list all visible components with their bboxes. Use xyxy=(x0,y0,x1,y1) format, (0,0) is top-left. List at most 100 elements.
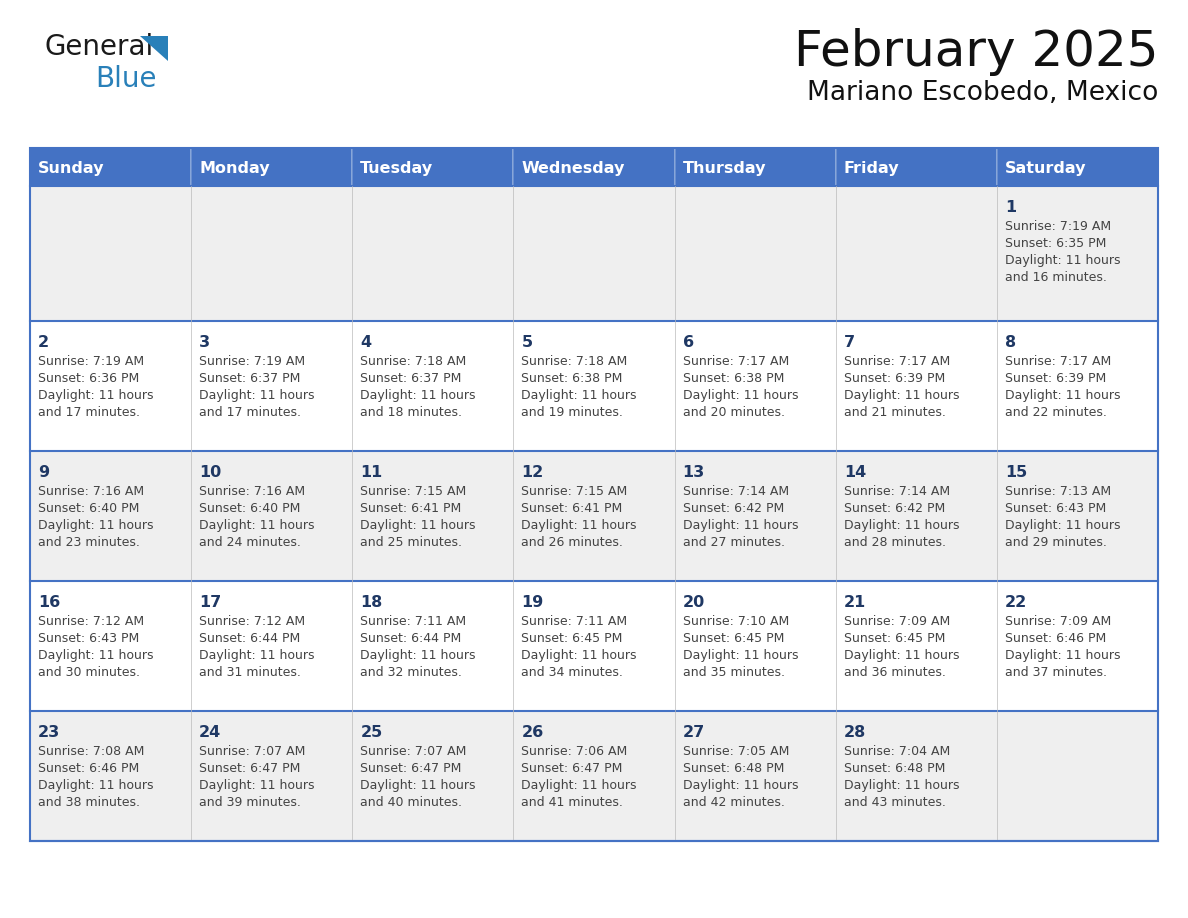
Text: and 39 minutes.: and 39 minutes. xyxy=(200,796,301,809)
Text: and 24 minutes.: and 24 minutes. xyxy=(200,536,301,549)
Bar xyxy=(675,581,835,711)
Text: Daylight: 11 hours: Daylight: 11 hours xyxy=(200,389,315,402)
Text: Sunset: 6:43 PM: Sunset: 6:43 PM xyxy=(38,632,139,645)
Text: 6: 6 xyxy=(683,335,694,350)
Text: and 27 minutes.: and 27 minutes. xyxy=(683,536,784,549)
Text: Sunset: 6:47 PM: Sunset: 6:47 PM xyxy=(522,762,623,775)
Text: and 17 minutes.: and 17 minutes. xyxy=(200,406,301,419)
Text: 9: 9 xyxy=(38,465,49,480)
Text: Sunrise: 7:19 AM: Sunrise: 7:19 AM xyxy=(38,355,144,368)
Text: Sunrise: 7:13 AM: Sunrise: 7:13 AM xyxy=(1005,485,1111,498)
Text: 17: 17 xyxy=(200,595,221,610)
Text: and 21 minutes.: and 21 minutes. xyxy=(843,406,946,419)
Text: Sunset: 6:40 PM: Sunset: 6:40 PM xyxy=(38,502,139,515)
Polygon shape xyxy=(140,36,168,61)
Text: 28: 28 xyxy=(843,725,866,740)
Text: Daylight: 11 hours: Daylight: 11 hours xyxy=(1005,649,1120,662)
Text: Sunrise: 7:18 AM: Sunrise: 7:18 AM xyxy=(360,355,467,368)
Bar xyxy=(835,148,997,186)
Text: Daylight: 11 hours: Daylight: 11 hours xyxy=(1005,389,1120,402)
Text: and 38 minutes.: and 38 minutes. xyxy=(38,796,140,809)
Text: Sunrise: 7:15 AM: Sunrise: 7:15 AM xyxy=(522,485,627,498)
Bar xyxy=(513,148,675,186)
Text: Daylight: 11 hours: Daylight: 11 hours xyxy=(1005,519,1120,532)
Text: 7: 7 xyxy=(843,335,855,350)
Text: General: General xyxy=(45,33,154,61)
Text: Sunset: 6:39 PM: Sunset: 6:39 PM xyxy=(1005,372,1106,385)
Text: Sunrise: 7:17 AM: Sunrise: 7:17 AM xyxy=(1005,355,1111,368)
Text: Sunday: Sunday xyxy=(38,161,105,175)
Text: Sunrise: 7:10 AM: Sunrise: 7:10 AM xyxy=(683,615,789,628)
Text: and 41 minutes.: and 41 minutes. xyxy=(522,796,624,809)
Bar xyxy=(513,711,675,841)
Text: Wednesday: Wednesday xyxy=(522,161,625,175)
Text: 11: 11 xyxy=(360,465,383,480)
Text: Daylight: 11 hours: Daylight: 11 hours xyxy=(683,519,798,532)
Bar xyxy=(675,321,835,451)
Text: and 28 minutes.: and 28 minutes. xyxy=(843,536,946,549)
Text: and 35 minutes.: and 35 minutes. xyxy=(683,666,784,679)
Text: Daylight: 11 hours: Daylight: 11 hours xyxy=(522,649,637,662)
Text: Blue: Blue xyxy=(95,65,157,93)
Text: Daylight: 11 hours: Daylight: 11 hours xyxy=(683,649,798,662)
Bar xyxy=(513,451,675,581)
Text: and 32 minutes.: and 32 minutes. xyxy=(360,666,462,679)
Text: and 36 minutes.: and 36 minutes. xyxy=(843,666,946,679)
Text: 19: 19 xyxy=(522,595,544,610)
Bar xyxy=(675,148,835,186)
Text: Sunrise: 7:12 AM: Sunrise: 7:12 AM xyxy=(200,615,305,628)
Text: and 37 minutes.: and 37 minutes. xyxy=(1005,666,1107,679)
Text: Daylight: 11 hours: Daylight: 11 hours xyxy=(843,389,959,402)
Text: and 19 minutes.: and 19 minutes. xyxy=(522,406,624,419)
Text: and 17 minutes.: and 17 minutes. xyxy=(38,406,140,419)
Text: Sunset: 6:35 PM: Sunset: 6:35 PM xyxy=(1005,237,1106,250)
Text: Sunset: 6:42 PM: Sunset: 6:42 PM xyxy=(683,502,784,515)
Text: 3: 3 xyxy=(200,335,210,350)
Text: Friday: Friday xyxy=(843,161,899,175)
Text: 26: 26 xyxy=(522,725,544,740)
Text: Sunrise: 7:11 AM: Sunrise: 7:11 AM xyxy=(360,615,467,628)
Bar xyxy=(353,581,513,711)
Text: Daylight: 11 hours: Daylight: 11 hours xyxy=(522,519,637,532)
Text: Sunset: 6:45 PM: Sunset: 6:45 PM xyxy=(522,632,623,645)
Text: Sunset: 6:45 PM: Sunset: 6:45 PM xyxy=(683,632,784,645)
Text: Sunrise: 7:12 AM: Sunrise: 7:12 AM xyxy=(38,615,144,628)
Text: and 34 minutes.: and 34 minutes. xyxy=(522,666,624,679)
Text: Sunrise: 7:11 AM: Sunrise: 7:11 AM xyxy=(522,615,627,628)
Text: 14: 14 xyxy=(843,465,866,480)
Text: Sunrise: 7:08 AM: Sunrise: 7:08 AM xyxy=(38,745,145,758)
Text: Daylight: 11 hours: Daylight: 11 hours xyxy=(522,779,637,792)
Bar xyxy=(191,148,353,186)
Text: Sunset: 6:38 PM: Sunset: 6:38 PM xyxy=(683,372,784,385)
Text: 8: 8 xyxy=(1005,335,1016,350)
Text: Daylight: 11 hours: Daylight: 11 hours xyxy=(200,519,315,532)
Text: Sunset: 6:39 PM: Sunset: 6:39 PM xyxy=(843,372,944,385)
Text: 23: 23 xyxy=(38,725,61,740)
Bar xyxy=(191,711,353,841)
Text: and 23 minutes.: and 23 minutes. xyxy=(38,536,140,549)
Bar xyxy=(353,186,513,321)
Text: 20: 20 xyxy=(683,595,704,610)
Bar xyxy=(835,186,997,321)
Bar xyxy=(191,186,353,321)
Text: Daylight: 11 hours: Daylight: 11 hours xyxy=(683,389,798,402)
Text: 10: 10 xyxy=(200,465,221,480)
Bar xyxy=(835,451,997,581)
Text: and 18 minutes.: and 18 minutes. xyxy=(360,406,462,419)
Text: Sunrise: 7:14 AM: Sunrise: 7:14 AM xyxy=(843,485,950,498)
Bar xyxy=(997,148,1158,186)
Bar xyxy=(835,711,997,841)
Text: Sunrise: 7:19 AM: Sunrise: 7:19 AM xyxy=(200,355,305,368)
Text: Sunset: 6:46 PM: Sunset: 6:46 PM xyxy=(1005,632,1106,645)
Text: and 16 minutes.: and 16 minutes. xyxy=(1005,271,1107,284)
Text: and 43 minutes.: and 43 minutes. xyxy=(843,796,946,809)
Text: Sunset: 6:47 PM: Sunset: 6:47 PM xyxy=(200,762,301,775)
Text: 12: 12 xyxy=(522,465,544,480)
Text: Sunrise: 7:17 AM: Sunrise: 7:17 AM xyxy=(683,355,789,368)
Text: Sunset: 6:42 PM: Sunset: 6:42 PM xyxy=(843,502,944,515)
Text: and 20 minutes.: and 20 minutes. xyxy=(683,406,784,419)
Text: Sunset: 6:43 PM: Sunset: 6:43 PM xyxy=(1005,502,1106,515)
Text: Sunset: 6:38 PM: Sunset: 6:38 PM xyxy=(522,372,623,385)
Text: Daylight: 11 hours: Daylight: 11 hours xyxy=(38,649,153,662)
Bar xyxy=(513,321,675,451)
